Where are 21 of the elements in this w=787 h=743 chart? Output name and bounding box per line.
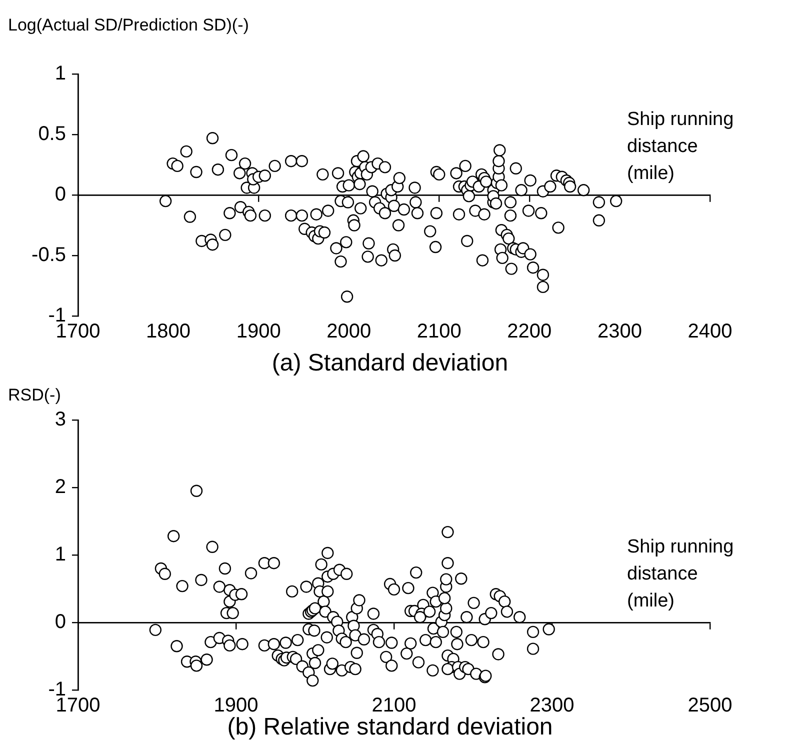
y-tick-label: 2 bbox=[54, 476, 66, 498]
y-axis-title: RSD(-) bbox=[8, 386, 61, 405]
x-tick-label: 2200 bbox=[507, 320, 552, 343]
x-tick-label: 1900 bbox=[236, 320, 281, 343]
x-axis-title: Ship running distance (mile) bbox=[627, 536, 734, 612]
x-tick-label: 2300 bbox=[597, 320, 642, 343]
y-tick-label: 0 bbox=[54, 611, 66, 634]
y-tick-label: 1 bbox=[54, 62, 66, 85]
y-axis-title: Log(Actual SD/Prediction SD)(-) bbox=[8, 16, 249, 35]
x-tick-label: 2500 bbox=[688, 694, 732, 717]
x-tick-label: 2000 bbox=[326, 320, 372, 343]
x-axis-title: Ship running distance (mile) bbox=[627, 109, 734, 184]
y-tick-label: 3 bbox=[54, 408, 66, 431]
text: (a) Standard deviation bbox=[272, 350, 508, 377]
y-tick-label: 0.5 bbox=[38, 123, 66, 146]
y-tick-label: 0 bbox=[54, 184, 66, 206]
y-tick-label: -0.5 bbox=[32, 244, 66, 266]
x-tick-label: 1800 bbox=[146, 320, 191, 343]
x-tick-label: 2400 bbox=[688, 320, 732, 343]
x-tick-label: 2100 bbox=[416, 320, 462, 343]
y-tick-label: 1 bbox=[54, 544, 66, 566]
